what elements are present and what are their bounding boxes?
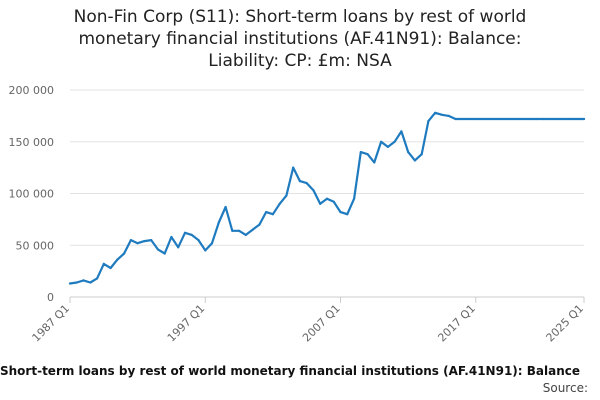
data-point xyxy=(325,197,329,200)
data-point xyxy=(582,117,586,121)
chart-title-line-2: monetary financial institutions (AF.41N9… xyxy=(78,29,522,49)
data-point xyxy=(217,221,220,224)
data-point xyxy=(542,117,545,121)
data-point xyxy=(495,117,498,121)
data-point xyxy=(481,117,484,121)
data-point xyxy=(204,249,207,252)
data-point xyxy=(285,194,288,197)
data-point xyxy=(123,252,126,255)
data-point xyxy=(549,117,552,121)
data-point xyxy=(163,252,166,255)
source-label: Source: xyxy=(542,381,588,395)
y-tick-label: 50 000 xyxy=(16,239,55,252)
data-point xyxy=(102,262,105,265)
data-point xyxy=(562,117,565,121)
data-point xyxy=(407,151,410,154)
data-point xyxy=(305,182,308,185)
data-point xyxy=(434,111,437,114)
data-point xyxy=(359,151,362,154)
data-point xyxy=(271,213,274,216)
data-point xyxy=(522,117,525,121)
series-footer-label: Short-term loans by rest of world moneta… xyxy=(0,364,581,378)
chart-title: Non-Fin Corp (S11): Short-term loans by … xyxy=(0,6,600,72)
data-point xyxy=(109,266,112,270)
data-point xyxy=(82,279,85,282)
data-point xyxy=(332,200,335,203)
data-point xyxy=(89,281,92,284)
data-point xyxy=(292,166,295,169)
data-point xyxy=(244,233,247,236)
x-tick-label: 1997 Q1 xyxy=(165,302,208,345)
data-point xyxy=(116,258,119,261)
data-point xyxy=(515,117,518,121)
data-point xyxy=(278,202,281,205)
data-point xyxy=(177,246,180,249)
data-point xyxy=(393,140,396,143)
data-point xyxy=(129,239,132,242)
data-point xyxy=(461,117,464,121)
data-point xyxy=(136,242,139,245)
chart-title-line-1: Non-Fin Corp (S11): Short-term loans by … xyxy=(73,7,527,27)
data-point xyxy=(454,117,457,121)
data-point xyxy=(265,211,268,214)
data-point xyxy=(467,117,471,121)
data-point xyxy=(569,117,572,121)
data-point xyxy=(413,159,416,162)
data-point xyxy=(535,117,538,121)
y-tick-label: 200 000 xyxy=(9,84,55,97)
data-point xyxy=(96,277,99,280)
x-tick-label: 2017 Q1 xyxy=(435,302,478,345)
data-point xyxy=(346,213,349,216)
y-tick-label: 0 xyxy=(47,291,54,304)
data-point xyxy=(508,117,511,121)
data-point xyxy=(190,233,193,236)
data-point xyxy=(488,117,491,121)
data-point xyxy=(447,114,450,117)
data-point xyxy=(380,140,383,143)
data-point xyxy=(231,229,234,232)
chart-title-line-3: Liability: CP: £m: NSA xyxy=(208,51,392,71)
data-point xyxy=(68,282,72,285)
data-point xyxy=(386,145,389,148)
data-point xyxy=(427,120,430,123)
data-point xyxy=(75,281,78,284)
data-point xyxy=(400,130,403,133)
data-point xyxy=(528,117,532,121)
data-point xyxy=(183,231,187,234)
data-point xyxy=(150,239,153,242)
x-tick-label: 2025 Q1 xyxy=(544,302,587,345)
data-point xyxy=(197,239,200,242)
x-tick-label: 2007 Q1 xyxy=(300,302,343,345)
data-point xyxy=(238,229,241,232)
data-point xyxy=(258,223,261,226)
data-point xyxy=(501,117,504,121)
data-point xyxy=(251,228,254,231)
data-point xyxy=(224,205,227,209)
data-point xyxy=(319,202,322,205)
data-point xyxy=(312,189,315,192)
data-point xyxy=(440,113,444,116)
y-tick-label: 100 000 xyxy=(9,188,55,201)
data-point xyxy=(170,235,173,239)
data-point xyxy=(143,240,146,243)
data-point xyxy=(156,248,159,251)
data-point xyxy=(339,211,342,214)
y-tick-label: 150 000 xyxy=(9,136,55,149)
data-point xyxy=(366,153,369,156)
data-point xyxy=(555,117,559,121)
data-point xyxy=(474,117,477,121)
data-point xyxy=(298,180,301,183)
data-point xyxy=(353,197,356,200)
data-point xyxy=(420,153,423,156)
data-point xyxy=(576,117,579,121)
x-tick-label: 1987 Q1 xyxy=(30,302,73,345)
data-point xyxy=(210,242,214,245)
data-point xyxy=(373,161,376,164)
